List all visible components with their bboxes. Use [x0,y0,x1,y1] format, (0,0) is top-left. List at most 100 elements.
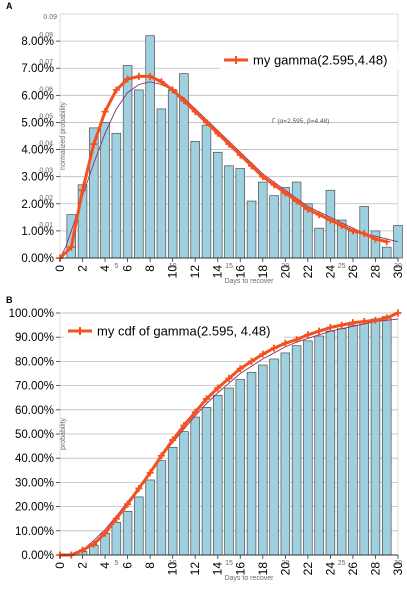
secondary-x-tick-label: 15 [225,263,233,270]
fit-series-point [112,515,120,523]
histogram-bar [122,65,133,259]
secondary-x-tick-label: 20 [281,263,289,270]
y-tick-label: 8.00% [21,36,54,48]
histogram-bar [201,124,212,259]
histogram-bar [269,358,279,556]
legend-swatch-marker [76,327,84,335]
fit-series-point [214,129,222,137]
fit-series-point [101,108,109,116]
secondary-x-tick-label: 10 [169,560,177,567]
x-tick-label: 24 [323,265,337,279]
x-tick-label: 20 [278,562,292,576]
x-tick-label: 6 [121,265,135,272]
fit-series-point [135,484,143,492]
fit-series-point [157,78,165,86]
fit-series-point [124,500,132,508]
x-tick-label: 18 [256,265,270,279]
secondary-y-tick-label: 0.08 [39,32,53,39]
histogram-bar [212,394,223,556]
y-tick-label: 7.00% [21,63,54,75]
x-tick-label: 2 [76,562,90,569]
x-tick-label: 26 [346,265,360,279]
fit-series-point [146,72,154,80]
y-tick-label: 30.00% [15,477,54,489]
histogram-bar [258,364,268,556]
x-tick-label: 12 [188,562,202,576]
fit-series-point [180,422,188,430]
x-tick-label: 12 [188,265,202,279]
histogram-bar [291,345,302,556]
x-tick-label: 30 [391,265,405,279]
panel-a: 0.00% 1.00% 2.00% 3.00% 4.00% 5.00% 6.00% 7.00%… [6,1,405,285]
histogram-bar [167,446,178,556]
secondary-y-tick-label: 0.07 [39,59,53,66]
y-tick-label: 50.00% [15,429,54,441]
fit-series-point [79,186,87,194]
secondary-x-tick-label: 30 [394,263,402,270]
fit-series-point [304,331,312,339]
fit-series-point [326,324,334,332]
histogram-bar [280,352,291,556]
histogram-bar [246,371,257,556]
histogram-bar [336,328,347,556]
fit-series-point [90,540,98,548]
secondary-y-tick-label: 0.06 [39,86,53,93]
fit-series-point [371,316,379,324]
x-tick-label: 16 [233,562,247,576]
secondary-x-tick-label: 15 [225,560,233,567]
fit-series-point [180,97,188,105]
legend-swatch-marker [232,56,240,64]
panel-letter: B [6,295,13,305]
y-tick-label: 40.00% [15,453,54,465]
x-tick-label: 20 [278,265,292,279]
x-tick-label: 0 [53,562,67,569]
histogram-bar [314,227,324,259]
fit-series-point [281,189,289,197]
fit-series-point [371,235,379,243]
x-axis-label: Days to recover [224,278,274,285]
fit-series-point [293,336,301,344]
histogram-bar [370,230,381,259]
fit-series-point [146,469,154,477]
fit-series-point [383,238,391,246]
legend-box [64,321,284,341]
x-tick-label: 14 [211,562,225,576]
secondary-x-tick-label: 25 [338,560,346,567]
histogram-bar [291,181,302,259]
y-axis-label: normalized probability [60,101,67,170]
fit-series-point [236,365,244,373]
secondary-y-top-tick: 0.09 [43,14,57,21]
fit-series-point [338,321,346,329]
histogram-bar [145,479,155,556]
histogram-bar [348,324,358,556]
histogram-bar [134,496,144,556]
histogram-bar [156,460,167,556]
fit-series-point [191,408,199,416]
fit-series-point [383,314,391,322]
fit-series-point [169,86,177,94]
y-tick-label: 3.00% [21,172,54,184]
histogram-bar [258,181,268,259]
y-tick-label: 20.00% [15,502,54,514]
secondary-y-tick-label: 0.01 [39,222,53,229]
y-tick-label: 70.00% [15,381,54,393]
fit-series-point [394,309,402,317]
fit-series-point [248,162,256,170]
secondary-x-tick-label: 25 [338,263,346,270]
fit-series-point [270,181,278,189]
y-axis-label: probability [60,418,67,450]
fit-series-point [304,205,312,213]
histogram-bar [190,141,200,259]
x-tick-label: 0 [53,265,67,272]
fit-series-point [90,140,98,148]
histogram-bar [246,200,257,259]
legend-box [220,50,402,70]
x-tick-label: 22 [301,562,315,576]
histogram-bar [381,316,392,556]
x-tick-label: 2 [76,265,90,272]
y-tick-label: 0.00% [21,253,54,265]
fit-series-point [225,140,233,148]
panel-b: 0.00% 10.00% 20.00% 30.00% 40.00% 50.00% 60.00… [6,295,405,582]
histogram-bar [190,416,200,556]
